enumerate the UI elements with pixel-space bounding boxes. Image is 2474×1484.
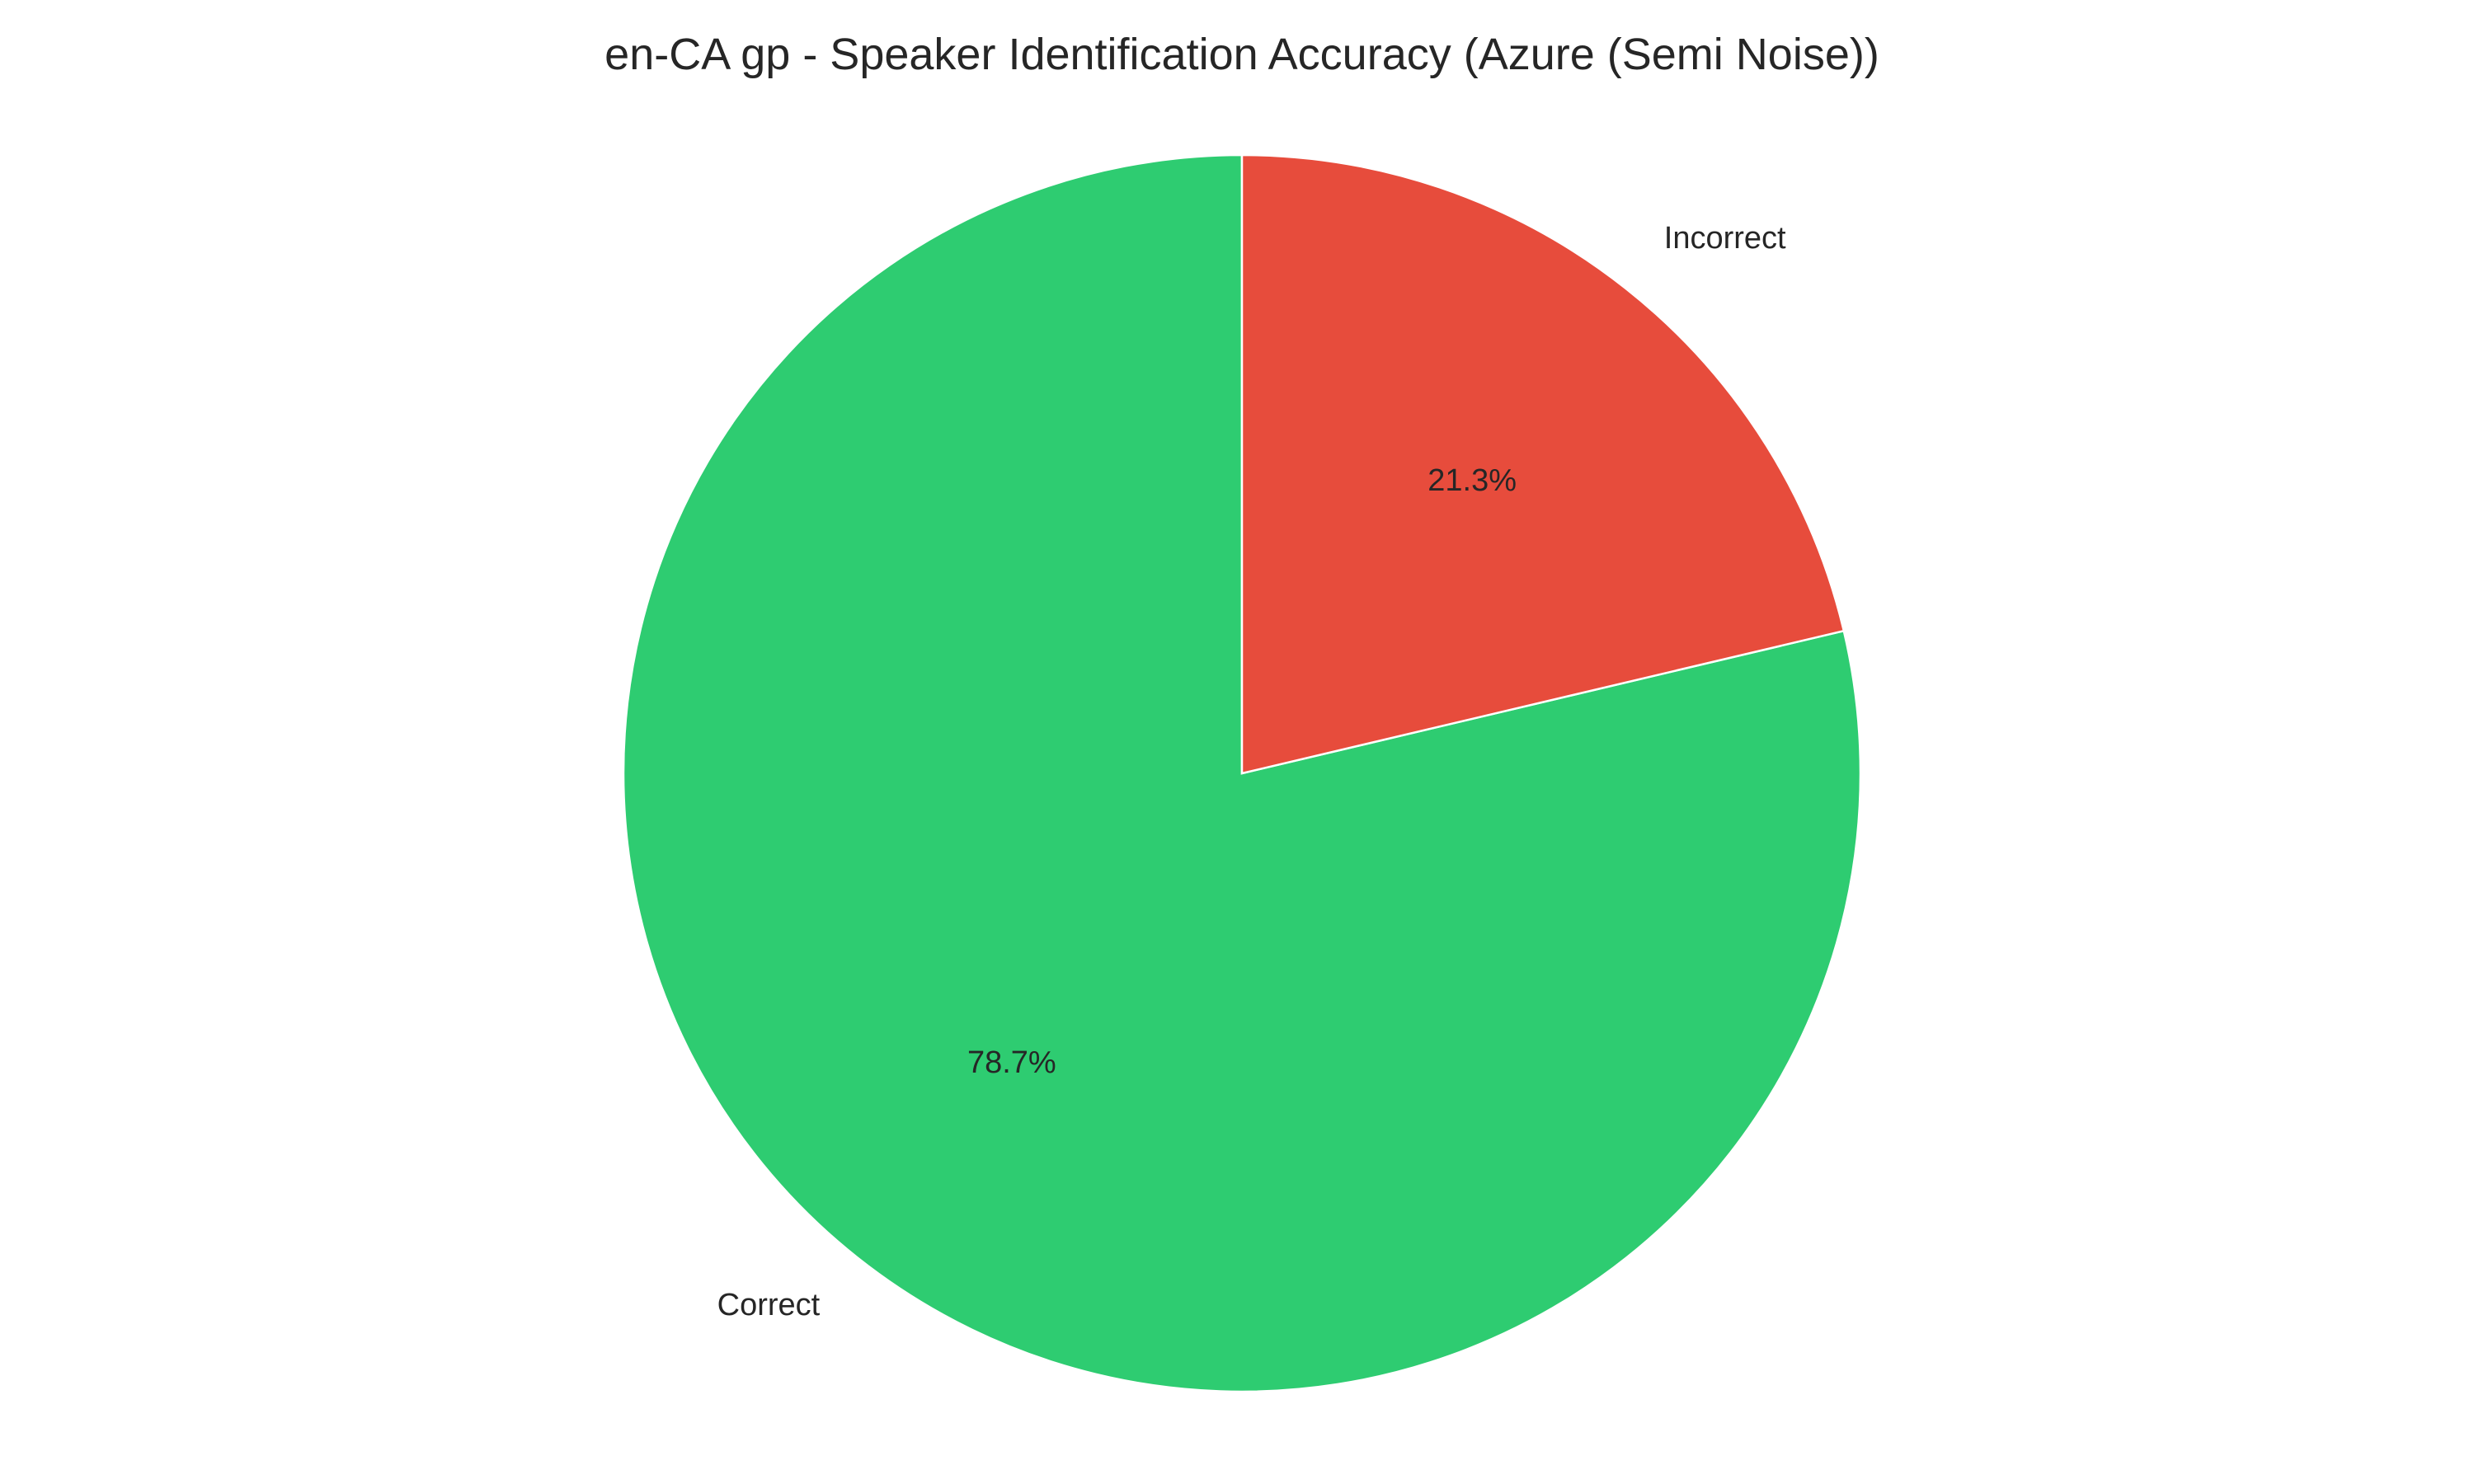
slice-percent-correct: 78.7% bbox=[967, 1045, 1056, 1080]
pie-labels: Correct 78.7% Incorrect 21.3% bbox=[717, 221, 1786, 1322]
pie-slice-incorrect bbox=[1240, 153, 1846, 775]
chart-title: en-CA gp - Speaker Identification Accura… bbox=[604, 30, 1879, 79]
slice-label-correct: Correct bbox=[717, 1288, 821, 1322]
pie-slices bbox=[622, 153, 1862, 1393]
slice-percent-incorrect: 21.3% bbox=[1427, 463, 1517, 498]
slice-label-incorrect: Incorrect bbox=[1664, 221, 1786, 256]
